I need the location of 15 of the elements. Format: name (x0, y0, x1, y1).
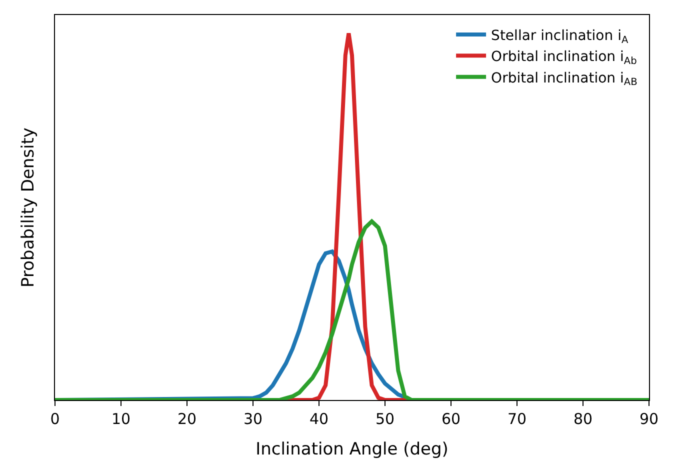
x-tick-label: 70 (507, 410, 527, 428)
x-tick-label: 10 (111, 410, 131, 428)
x-tick-label: 80 (573, 410, 593, 428)
x-tick-label: 0 (50, 410, 60, 428)
x-tick-label: 20 (177, 410, 197, 428)
x-axis-title: Inclination Angle (deg) (256, 439, 448, 460)
legend-label: Stellar inclination i$_{A}$ (491, 28, 628, 46)
legend-label: Orbital inclination i$_{AB}$ (491, 70, 638, 88)
x-tick-label: 60 (441, 410, 461, 428)
x-tick-label: 50 (375, 410, 395, 428)
x-tick-label: 90 (639, 410, 659, 428)
x-tick-label: 40 (309, 410, 329, 428)
y-axis-title: Probability Density (18, 128, 39, 288)
legend-label: Orbital inclination i$_{Ab}$ (491, 49, 637, 68)
x-tick-label: 30 (243, 410, 263, 428)
